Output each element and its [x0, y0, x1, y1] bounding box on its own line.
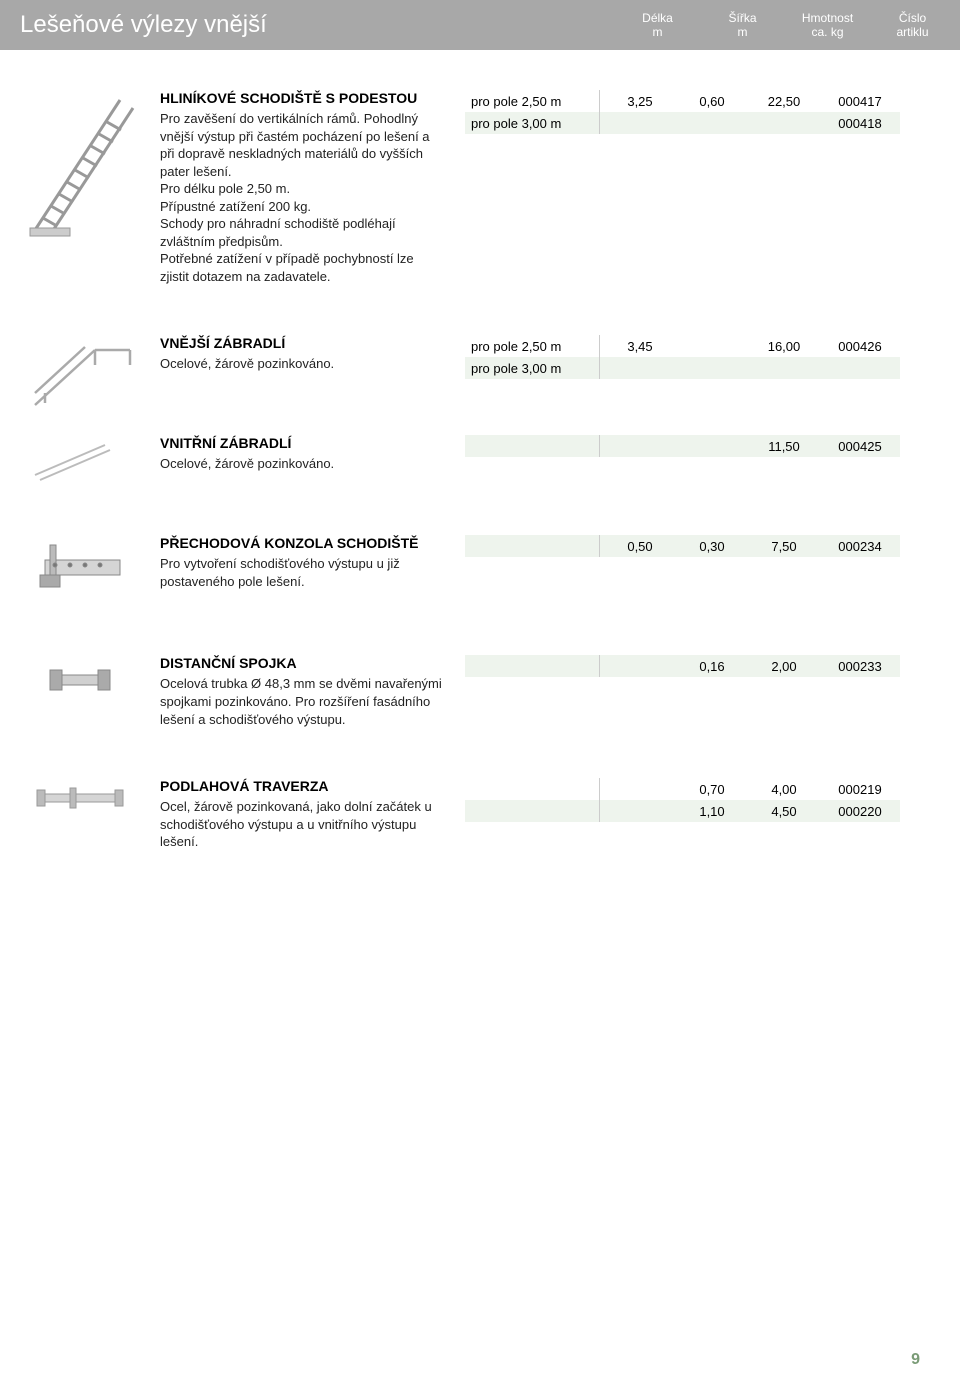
- header-columns: Délka m Šířka m Hmotnost ca. kg Číslo ar…: [630, 11, 940, 39]
- product-inner-railing: VNITŘNÍ ZÁBRADLÍ Ocelové, žárově pozinko…: [20, 435, 900, 485]
- product-floor-traverse: PODLAHOVÁ TRAVERZA Ocel, žárově pozinkov…: [20, 778, 900, 851]
- header-col-article: Číslo artiklu: [885, 11, 940, 39]
- page-title: Lešeňové výlezy vnější: [20, 11, 630, 39]
- table-row: pro pole 2,50 m 3,45 16,00 000426: [465, 335, 900, 357]
- stair-icon: [20, 90, 140, 240]
- header-col-length: Délka m: [630, 11, 685, 39]
- product-description: Ocelové, žárově pozinkováno.: [160, 455, 445, 473]
- product-description: Ocelová trubka Ø 48,3 mm se dvěmi navaře…: [160, 675, 445, 728]
- table-row: 0,50 0,30 7,50 000234: [465, 535, 900, 557]
- product-title: PŘECHODOVÁ KONZOLA SCHODIŠTĚ: [160, 535, 445, 551]
- product-info: PODLAHOVÁ TRAVERZA Ocel, žárově pozinkov…: [160, 778, 445, 851]
- page-number: 9: [911, 1351, 920, 1369]
- product-data-table: 0,50 0,30 7,50 000234: [465, 535, 900, 557]
- product-description: Ocel, žárově pozinkovaná, jako dolní zač…: [160, 798, 445, 851]
- product-info: VNITŘNÍ ZÁBRADLÍ Ocelové, žárově pozinko…: [160, 435, 445, 473]
- header-col-width: Šířka m: [715, 11, 770, 39]
- table-row: pro pole 3,00 m: [465, 357, 900, 379]
- product-info: PŘECHODOVÁ KONZOLA SCHODIŠTĚ Pro vytvoře…: [160, 535, 445, 590]
- table-row: 11,50 000425: [465, 435, 900, 457]
- table-row: 0,16 2,00 000233: [465, 655, 900, 677]
- table-row: pro pole 2,50 m 3,25 0,60 22,50 000417: [465, 90, 900, 112]
- product-info: VNĚJŠÍ ZÁBRADLÍ Ocelové, žárově pozinkov…: [160, 335, 445, 373]
- product-data-table: 11,50 000425: [465, 435, 900, 457]
- product-description: Ocelové, žárově pozinkováno.: [160, 355, 445, 373]
- railing-icon: [20, 335, 140, 415]
- product-info: DISTANČNÍ SPOJKA Ocelová trubka Ø 48,3 m…: [160, 655, 445, 728]
- page-header: Lešeňové výlezy vnější Délka m Šířka m H…: [0, 0, 960, 50]
- catalog-page: Lešeňové výlezy vnější Délka m Šířka m H…: [0, 0, 960, 1389]
- product-description: Pro zavěšení do vertikálních rámů. Pohod…: [160, 110, 445, 285]
- inner-railing-icon: [20, 435, 140, 485]
- header-col-weight: Hmotnost ca. kg: [800, 11, 855, 39]
- product-data-table: pro pole 2,50 m 3,25 0,60 22,50 000417 p…: [465, 90, 900, 134]
- product-title: VNITŘNÍ ZÁBRADLÍ: [160, 435, 445, 451]
- table-row: 0,70 4,00 000219: [465, 778, 900, 800]
- console-icon: [20, 535, 140, 605]
- content-area: HLINÍKOVÉ SCHODIŠTĚ S PODESTOU Pro zavěš…: [0, 50, 960, 921]
- product-outer-railing: VNĚJŠÍ ZÁBRADLÍ Ocelové, žárově pozinkov…: [20, 335, 900, 415]
- product-distance-coupler: DISTANČNÍ SPOJKA Ocelová trubka Ø 48,3 m…: [20, 655, 900, 728]
- product-data-table: 0,16 2,00 000233: [465, 655, 900, 677]
- product-title: VNĚJŠÍ ZÁBRADLÍ: [160, 335, 445, 351]
- product-title: DISTANČNÍ SPOJKA: [160, 655, 445, 671]
- coupler-icon: [20, 655, 140, 705]
- product-description: Pro vytvoření schodišťového výstupu u ji…: [160, 555, 445, 590]
- traverse-icon: [20, 778, 140, 818]
- product-info: HLINÍKOVÉ SCHODIŠTĚ S PODESTOU Pro zavěš…: [160, 90, 445, 285]
- product-data-table: pro pole 2,50 m 3,45 16,00 000426 pro po…: [465, 335, 900, 379]
- product-data-table: 0,70 4,00 000219 1,10 4,50 000220: [465, 778, 900, 822]
- product-title: HLINÍKOVÉ SCHODIŠTĚ S PODESTOU: [160, 90, 445, 106]
- product-transition-console: PŘECHODOVÁ KONZOLA SCHODIŠTĚ Pro vytvoře…: [20, 535, 900, 605]
- product-stair-with-platform: HLINÍKOVÉ SCHODIŠTĚ S PODESTOU Pro zavěš…: [20, 90, 900, 285]
- product-title: PODLAHOVÁ TRAVERZA: [160, 778, 445, 794]
- table-row: 1,10 4,50 000220: [465, 800, 900, 822]
- table-row: pro pole 3,00 m 000418: [465, 112, 900, 134]
